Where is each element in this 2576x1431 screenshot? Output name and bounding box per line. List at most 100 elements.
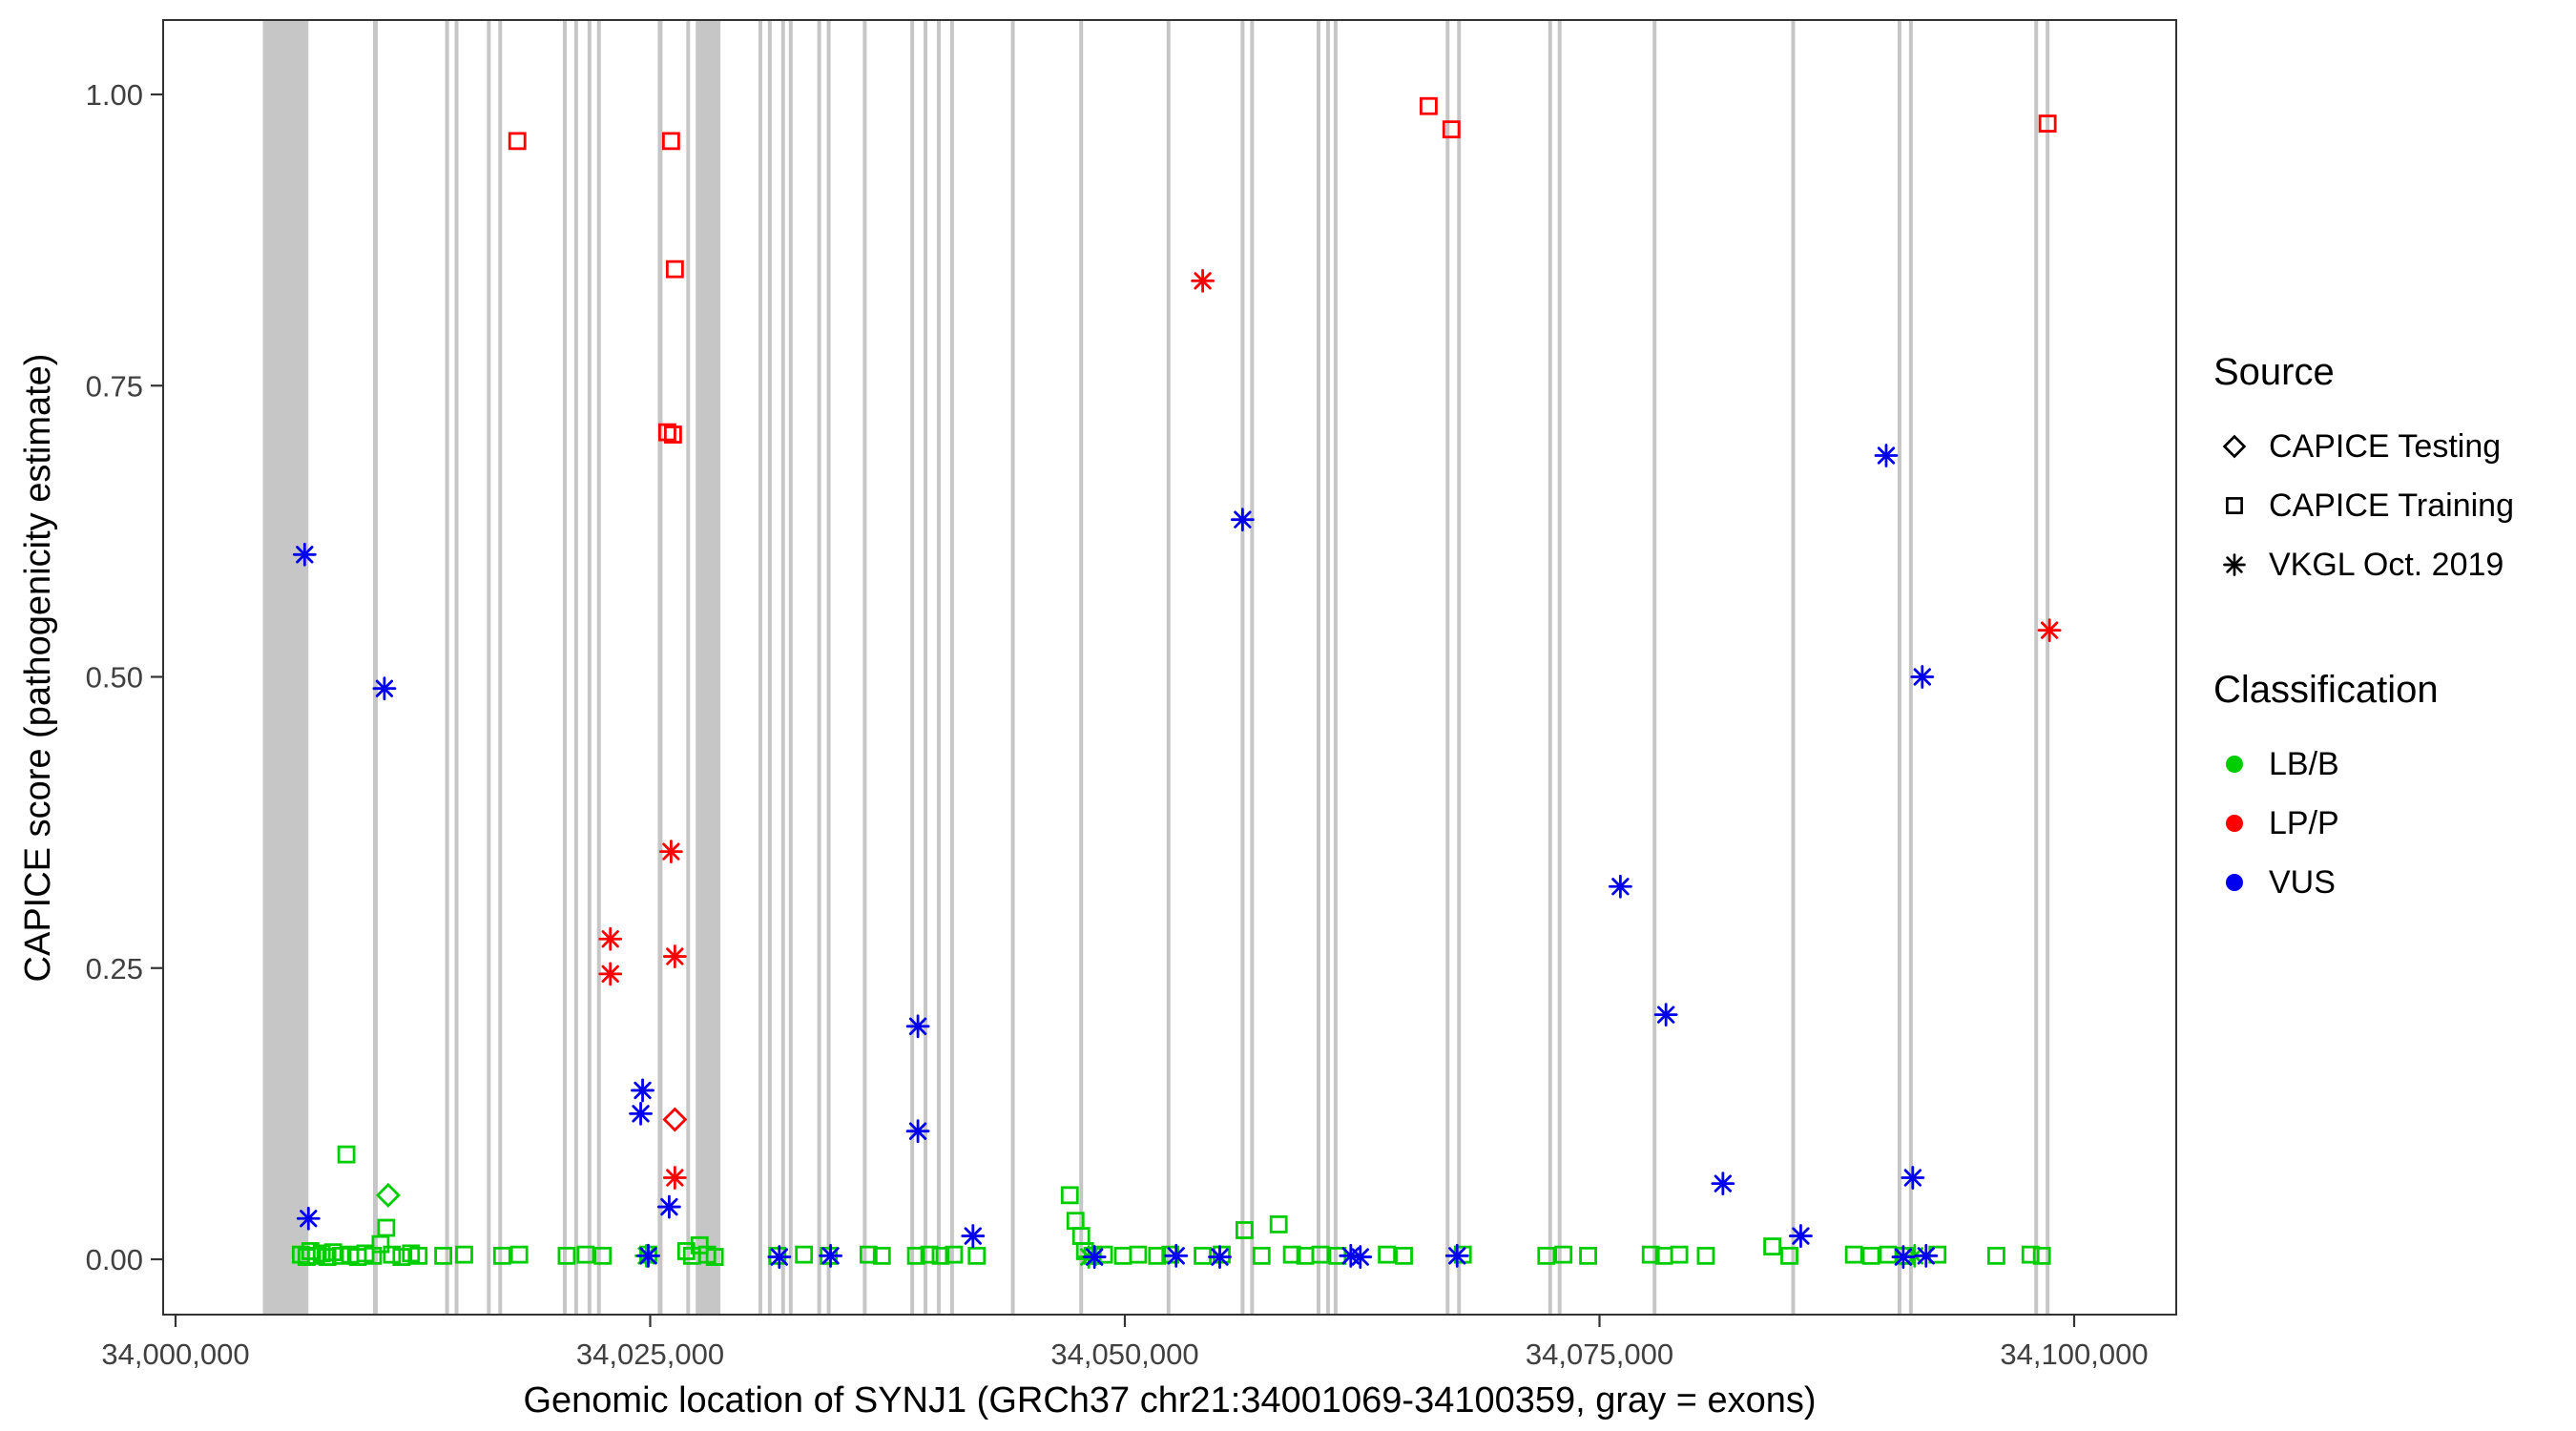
point-square	[508, 132, 527, 151]
exon-band	[686, 20, 691, 1315]
legend-item-label: LB/B	[2269, 745, 2339, 782]
y-tick-label: 0.25	[86, 952, 143, 985]
legend-source-title: Source	[2213, 351, 2335, 393]
point-asterisk	[961, 1224, 986, 1248]
point-asterisk	[905, 1119, 930, 1144]
point-square	[1060, 1186, 1079, 1205]
point-square	[1763, 1237, 1781, 1255]
exon-band	[1457, 20, 1462, 1315]
point-square	[392, 1248, 411, 1266]
point-asterisk	[767, 1245, 792, 1269]
exon-band	[826, 20, 831, 1315]
point-asterisk	[1910, 665, 1935, 689]
exon-band	[1316, 20, 1320, 1315]
point-square	[795, 1245, 814, 1264]
point-square	[1844, 1245, 1863, 1264]
x-axis-title: Genomic location of SYNJ1 (GRCh37 chr21:…	[523, 1380, 1816, 1421]
point-asterisk	[1230, 508, 1255, 532]
exon-band	[910, 20, 915, 1315]
x-tick-label: 34,075,000	[1526, 1338, 1673, 1371]
point-asterisk	[2037, 618, 2062, 643]
y-tick-label: 1.00	[86, 78, 143, 112]
point-square	[661, 132, 680, 151]
exon-band	[1010, 20, 1015, 1315]
point-asterisk	[1348, 1245, 1373, 1269]
point-square	[931, 1246, 950, 1265]
point-square	[337, 1145, 356, 1164]
point-square	[576, 1245, 595, 1264]
exon-bands	[262, 20, 2050, 1315]
point-asterisk	[631, 1078, 654, 1103]
exon-band	[817, 20, 821, 1315]
point-asterisk	[1608, 874, 1632, 899]
exon-band	[758, 20, 762, 1315]
point-asterisk	[598, 926, 623, 951]
exon-band	[2034, 20, 2039, 1315]
point-square	[1879, 1245, 1898, 1264]
exon-band	[454, 20, 459, 1315]
point-square	[1113, 1246, 1132, 1265]
point-square	[920, 1245, 939, 1264]
x-tick-label: 34,100,000	[2000, 1338, 2148, 1371]
point-square	[1780, 1246, 1798, 1265]
legend-item-label: CAPICE Testing	[2269, 427, 2502, 465]
exon-band	[587, 20, 592, 1315]
point-asterisk	[662, 1166, 687, 1190]
exon-band	[1166, 20, 1171, 1315]
point-square	[301, 1242, 320, 1260]
point-square	[1282, 1245, 1301, 1264]
series-capice-testing-lb-b	[375, 1182, 401, 1208]
legend-item-capice-testing: CAPICE Testing	[2213, 417, 2566, 476]
point-asterisk	[372, 676, 397, 701]
point-square	[455, 1245, 473, 1264]
point-square	[1696, 1246, 1715, 1265]
point-square	[967, 1246, 987, 1265]
point-square	[1579, 1246, 1597, 1265]
legend-item-lp-p: LP/P	[2213, 794, 2566, 853]
point-asterisk	[1444, 1243, 1469, 1268]
exon-band	[498, 20, 503, 1315]
point-square	[665, 259, 684, 279]
color-dot-icon	[2213, 861, 2255, 903]
panel	[162, 19, 2177, 1316]
point-square	[1670, 1245, 1689, 1264]
legend-item-vkgl-oct-2019: VKGL Oct. 2019	[2213, 535, 2566, 594]
exon-band	[1250, 20, 1255, 1315]
exon-band	[372, 20, 378, 1315]
exon-band	[788, 20, 793, 1315]
exon-band	[936, 20, 941, 1315]
panel-border	[162, 19, 2177, 1316]
point-asterisk	[2223, 553, 2246, 576]
legend-classification-title: Classification	[2213, 669, 2439, 711]
series-capice-training-lp-p	[508, 96, 2057, 444]
exon-band	[2046, 20, 2050, 1315]
point-square	[312, 1244, 331, 1263]
x-tick-label: 34,025,000	[576, 1338, 724, 1371]
exon-band	[657, 20, 663, 1315]
point-square	[331, 1246, 350, 1265]
point-square	[1311, 1245, 1330, 1264]
exon-band	[1325, 20, 1330, 1315]
point-square	[509, 1245, 529, 1264]
legend-classification-items: LB/B LP/P VUS	[2213, 735, 2566, 912]
point-asterisk	[1914, 1243, 1939, 1268]
point-square	[705, 1248, 724, 1266]
legend-item-lb-b: LB/B	[2213, 735, 2566, 794]
legend-item-label: VUS	[2269, 863, 2336, 901]
exon-band	[924, 20, 928, 1315]
point-square	[1213, 1245, 1231, 1264]
legend-item-label: CAPICE Training	[2269, 487, 2514, 524]
exon-band	[1897, 20, 1901, 1315]
legend-item-capice-training: CAPICE Training	[2213, 476, 2566, 535]
exon-band	[949, 20, 954, 1315]
exon-band	[573, 20, 578, 1315]
y-tick-label: 0.00	[86, 1243, 143, 1276]
point-square	[434, 1246, 452, 1265]
point-asterisk	[296, 1206, 321, 1231]
series-vkgl-oct-2019-vus	[292, 444, 1939, 1269]
point-asterisk	[657, 1194, 681, 1219]
point-square	[1641, 1245, 1660, 1264]
point-square	[1987, 1246, 2005, 1265]
exon-band	[1445, 20, 1450, 1315]
